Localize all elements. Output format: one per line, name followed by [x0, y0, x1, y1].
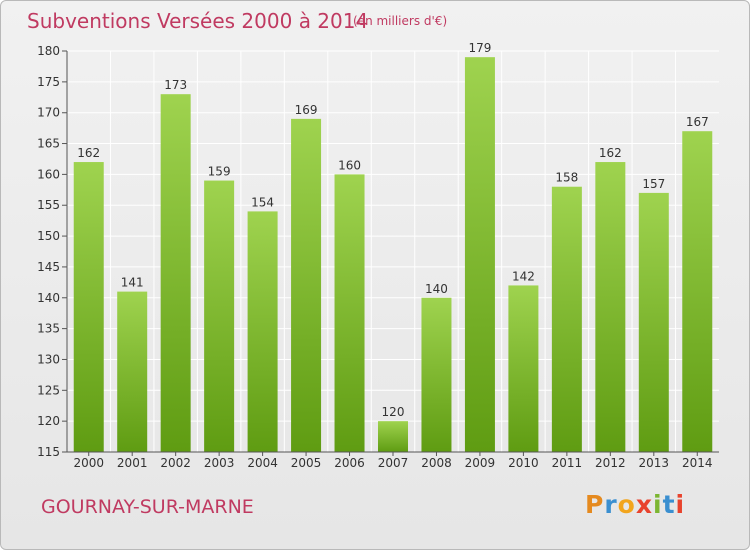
- value-label-2014: 167: [686, 115, 709, 129]
- value-label-2007: 120: [382, 405, 405, 419]
- bars: [73, 57, 713, 453]
- logo-lettering: Proxiti: [585, 490, 685, 519]
- logo-letter: o: [617, 490, 636, 519]
- chart-title: Subventions Versées 2000 à 2014: [27, 9, 369, 33]
- x-tick-label-2000: 2000: [73, 456, 104, 470]
- bar-2003: [204, 180, 235, 453]
- x-tick-label-2008: 2008: [421, 456, 452, 470]
- value-label-2002: 173: [164, 78, 187, 92]
- value-label-2009: 179: [468, 41, 491, 55]
- value-label-2008: 140: [425, 282, 448, 296]
- y-tick-label: 180: [37, 44, 60, 58]
- x-tick-label-2003: 2003: [204, 456, 235, 470]
- x-tick-label-2009: 2009: [465, 456, 496, 470]
- x-tick-label-2013: 2013: [639, 456, 670, 470]
- y-tick-label: 125: [37, 383, 60, 397]
- bar-2010: [508, 285, 539, 452]
- logo-letter: i: [675, 490, 686, 519]
- axes: [62, 50, 719, 456]
- value-label-2004: 154: [251, 195, 274, 209]
- x-tick-label-2011: 2011: [552, 456, 583, 470]
- y-tick-label: 135: [37, 322, 60, 336]
- bar-2014: [682, 131, 713, 452]
- value-label-2005: 169: [295, 103, 318, 117]
- y-tick-label: 175: [37, 75, 60, 89]
- value-label-2006: 160: [338, 158, 361, 172]
- x-tick-label-2012: 2012: [595, 456, 626, 470]
- y-tick-label: 140: [37, 291, 60, 305]
- bar-2007: [378, 421, 408, 452]
- y-tick-label: 130: [37, 352, 60, 366]
- value-label-2001: 141: [121, 276, 144, 290]
- y-tick-label: 160: [37, 167, 60, 181]
- proxiti-logo: Proxiti: [585, 490, 685, 519]
- logo-letter: P: [585, 490, 605, 519]
- bar-2000: [73, 162, 104, 453]
- bar-2005: [291, 118, 322, 452]
- x-tick-label-2010: 2010: [508, 456, 539, 470]
- logo-letter: i: [653, 490, 663, 519]
- value-label-2013: 157: [642, 177, 665, 191]
- x-tick-label-2007: 2007: [378, 456, 409, 470]
- bar-2001: [117, 291, 148, 452]
- logo-letter: t: [662, 490, 676, 519]
- place-name: GOURNAY-SUR-MARNE: [41, 496, 254, 518]
- bar-2012: [595, 162, 626, 453]
- bar-2002: [160, 94, 191, 452]
- bar-2011: [551, 186, 582, 452]
- bar-2008: [421, 297, 452, 452]
- y-tick-label: 165: [37, 137, 60, 151]
- bar-2009: [464, 57, 495, 453]
- x-tick-label-2006: 2006: [334, 456, 365, 470]
- y-tick-label: 120: [37, 414, 60, 428]
- x-tick-label-2004: 2004: [247, 456, 278, 470]
- x-tick-label-2002: 2002: [160, 456, 191, 470]
- value-label-2012: 162: [599, 146, 622, 160]
- bar-2013: [638, 192, 669, 452]
- value-label-2000: 162: [77, 146, 100, 160]
- bar-2004: [247, 211, 278, 452]
- value-label-2010: 142: [512, 269, 535, 283]
- x-tick-label-2005: 2005: [291, 456, 322, 470]
- logo-letter: x: [635, 490, 653, 519]
- value-label-2011: 158: [555, 171, 578, 185]
- labels: 115 120 125 130 135 140 145 150 155 160 165 170 175 1…: [37, 41, 712, 470]
- value-label-2003: 159: [208, 165, 231, 179]
- x-tick-label-2001: 2001: [117, 456, 148, 470]
- bar-2006: [334, 174, 365, 452]
- y-tick-label: 170: [37, 106, 60, 120]
- y-tick-label: 115: [37, 445, 60, 459]
- y-tick-label: 150: [37, 229, 60, 243]
- x-tick-label-2014: 2014: [682, 456, 713, 470]
- y-tick-label: 145: [37, 260, 60, 274]
- logo-letter: r: [604, 490, 618, 519]
- chart-unit-note: (en milliers d'€): [353, 14, 448, 28]
- y-tick-label: 155: [37, 198, 60, 212]
